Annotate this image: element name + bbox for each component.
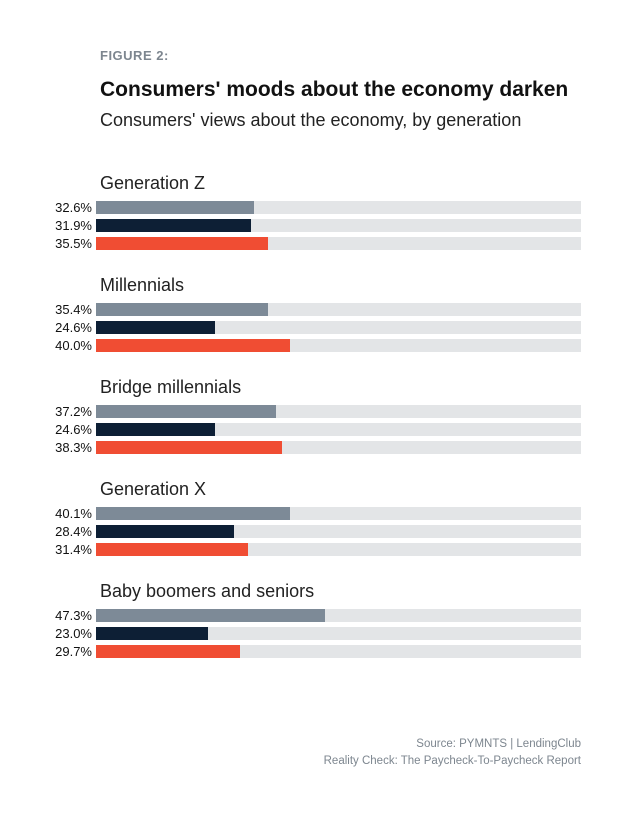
bar-fill <box>96 525 234 538</box>
bar-track <box>96 237 581 250</box>
bar-fill <box>96 201 254 214</box>
bar-value-label: 35.4% <box>40 302 96 317</box>
bar-row: 40.0% <box>40 338 581 353</box>
bar-fill <box>96 405 276 418</box>
chart-group: Baby boomers and seniors 47.3% 23.0% 29.7% <box>40 581 581 659</box>
bar-track <box>96 219 581 232</box>
bar-value-label: 40.0% <box>40 338 96 353</box>
bar-value-label: 35.5% <box>40 236 96 251</box>
bar-value-label: 32.6% <box>40 200 96 215</box>
chart-title: Consumers' moods about the economy darke… <box>100 77 581 103</box>
bar-fill <box>96 321 215 334</box>
bar-value-label: 38.3% <box>40 440 96 455</box>
bar-value-label: 28.4% <box>40 524 96 539</box>
chart-group: Bridge millennials 37.2% 24.6% 38.3% <box>40 377 581 455</box>
bar-row: 38.3% <box>40 440 581 455</box>
bar-row: 35.5% <box>40 236 581 251</box>
bar-track <box>96 303 581 316</box>
chart-footer: Source: PYMNTS | LendingClub Reality Che… <box>324 736 581 771</box>
bar-value-label: 40.1% <box>40 506 96 521</box>
bar-row: 47.3% <box>40 608 581 623</box>
footer-report: Reality Check: The Paycheck-To-Paycheck … <box>324 753 581 770</box>
bar-fill <box>96 303 268 316</box>
bar-fill <box>96 627 208 640</box>
bar-value-label: 31.9% <box>40 218 96 233</box>
bar-track <box>96 423 581 436</box>
bar-track <box>96 627 581 640</box>
chart-subtitle: Consumers' views about the economy, by g… <box>100 109 581 132</box>
bar-track <box>96 609 581 622</box>
bar-value-label: 24.6% <box>40 422 96 437</box>
bar-value-label: 47.3% <box>40 608 96 623</box>
bar-track <box>96 507 581 520</box>
group-name: Generation Z <box>100 173 581 194</box>
bar-track <box>96 543 581 556</box>
footer-source: Source: PYMNTS | LendingClub <box>324 736 581 753</box>
bar-fill <box>96 645 240 658</box>
bar-track <box>96 321 581 334</box>
bar-row: 28.4% <box>40 524 581 539</box>
bar-row: 29.7% <box>40 644 581 659</box>
bar-row: 23.0% <box>40 626 581 641</box>
bar-track <box>96 441 581 454</box>
bar-row: 32.6% <box>40 200 581 215</box>
bar-fill <box>96 441 282 454</box>
bar-row: 31.4% <box>40 542 581 557</box>
bar-row: 35.4% <box>40 302 581 317</box>
chart-group: Generation X 40.1% 28.4% 31.4% <box>40 479 581 557</box>
bar-fill <box>96 609 325 622</box>
bar-fill <box>96 507 290 520</box>
group-name: Bridge millennials <box>100 377 581 398</box>
chart-group: Millennials 35.4% 24.6% 40.0% <box>40 275 581 353</box>
bar-row: 24.6% <box>40 320 581 335</box>
chart-group: Generation Z 32.6% 31.9% 35.5% <box>40 173 581 251</box>
group-name: Millennials <box>100 275 581 296</box>
figure-label: FIGURE 2: <box>100 48 581 63</box>
bar-fill <box>96 237 268 250</box>
group-name: Generation X <box>100 479 581 500</box>
bar-value-label: 37.2% <box>40 404 96 419</box>
bar-fill <box>96 219 251 232</box>
bar-value-label: 29.7% <box>40 644 96 659</box>
bar-row: 40.1% <box>40 506 581 521</box>
bar-track <box>96 201 581 214</box>
bar-value-label: 23.0% <box>40 626 96 641</box>
bar-fill <box>96 543 248 556</box>
bar-track <box>96 525 581 538</box>
bar-fill <box>96 423 215 436</box>
bar-fill <box>96 339 290 352</box>
bar-value-label: 24.6% <box>40 320 96 335</box>
bar-row: 24.6% <box>40 422 581 437</box>
bar-track <box>96 405 581 418</box>
bar-row: 31.9% <box>40 218 581 233</box>
bar-value-label: 31.4% <box>40 542 96 557</box>
bar-row: 37.2% <box>40 404 581 419</box>
bar-track <box>96 645 581 658</box>
group-name: Baby boomers and seniors <box>100 581 581 602</box>
bar-chart: Generation Z 32.6% 31.9% 35.5% Millennials 35… <box>40 173 581 659</box>
bar-track <box>96 339 581 352</box>
